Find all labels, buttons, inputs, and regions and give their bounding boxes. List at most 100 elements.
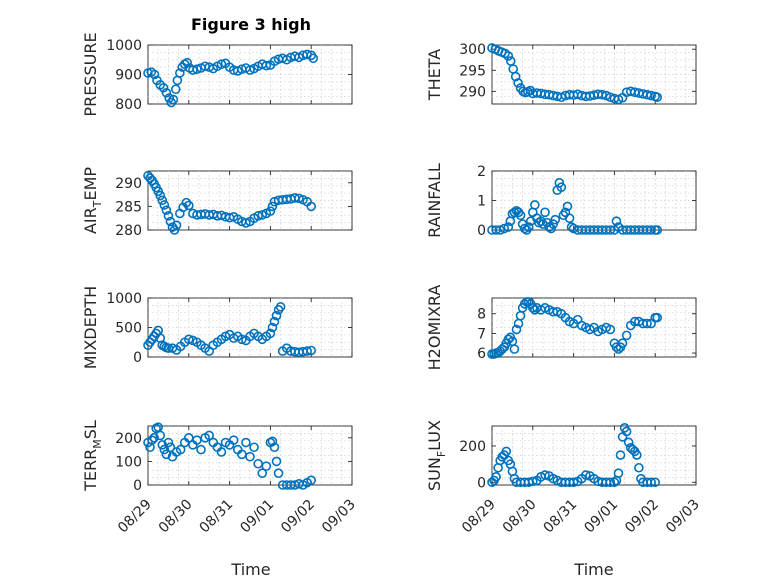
data-point: [302, 346, 312, 356]
data-point: [147, 435, 157, 445]
data-point: [257, 210, 268, 220]
data-point: [241, 437, 251, 448]
data-point: [267, 322, 278, 333]
y-tick-label: 290: [115, 176, 142, 192]
data-point: [546, 223, 556, 234]
y-tick-label: 800: [115, 97, 142, 113]
data-point: [175, 68, 185, 78]
data-point: [650, 477, 661, 488]
data-point: [634, 462, 644, 473]
y-tick-label: 1000: [106, 291, 142, 307]
y-tick-label: 300: [459, 42, 486, 58]
data-point: [241, 218, 251, 228]
data-point: [652, 92, 663, 103]
y-axis-label: AIRTEMP: [81, 167, 104, 234]
data-point: [562, 201, 573, 212]
y-tick-label: 1000: [106, 38, 142, 54]
x-tick-label: 09/02: [278, 497, 318, 537]
data-point: [204, 430, 214, 441]
data-point: [228, 435, 239, 445]
y-tick-label: 0: [477, 223, 486, 239]
data-point: [163, 211, 174, 221]
y-axis-label: SUNFLUX: [425, 420, 448, 491]
data-point: [652, 312, 663, 323]
data-point: [249, 442, 259, 453]
data-point: [510, 71, 521, 82]
data-point: [621, 426, 632, 437]
data-point: [646, 477, 656, 488]
y-tick-label: 500: [115, 321, 142, 337]
data-point: [646, 90, 656, 101]
data-point: [267, 436, 278, 447]
data-point: [548, 219, 559, 229]
data-point: [550, 214, 561, 225]
y-tick-label: 100: [115, 454, 142, 470]
data-point: [155, 430, 166, 441]
subplot-h2omixra: 6 7 8 H2OMIXRA: [425, 285, 697, 370]
x-tick-label: 09/01: [581, 497, 621, 537]
subplot-mixdepth: 0 500 1000 MIXDEPTH: [81, 286, 353, 369]
x-tick-label: 09/01: [237, 497, 277, 537]
data-point: [615, 450, 626, 460]
data-point: [503, 222, 514, 232]
data-point: [161, 205, 172, 215]
data-point: [192, 64, 202, 74]
data-point: [501, 446, 512, 457]
subplot-pressure: 800 900 1000 PRESSURE: [81, 32, 353, 117]
data-point: [568, 477, 579, 488]
data-point: [511, 324, 522, 335]
data-point: [597, 89, 607, 100]
x-tick-label: 09/02: [622, 497, 662, 537]
data-point: [306, 345, 317, 356]
y-axis-label: PRESSURE: [81, 32, 100, 116]
data-point: [581, 470, 591, 480]
data-point: [170, 84, 181, 95]
subplot-air-temp: 280 285 290 AIRTEMP: [81, 167, 353, 239]
x-tick-label: 08/29: [115, 497, 155, 537]
data-point: [257, 468, 268, 479]
data-point: [491, 472, 501, 482]
data-point: [530, 200, 540, 210]
x-tick-label: 08/31: [541, 497, 581, 537]
x-axis-label-right: Time: [573, 560, 613, 579]
data-point: [149, 69, 160, 80]
x-tick-label: 09/03: [663, 497, 703, 537]
data-point: [158, 82, 169, 93]
data-point: [175, 444, 186, 455]
data-point: [261, 461, 272, 471]
data-point: [515, 210, 526, 221]
data-point: [308, 53, 319, 64]
data-point: [159, 200, 170, 210]
data-point: [605, 225, 616, 235]
y-tick-label: 290: [459, 84, 486, 100]
data-point: [605, 477, 616, 488]
data-point: [513, 78, 523, 88]
data-point: [269, 442, 280, 453]
data-point: [161, 449, 172, 460]
subplot-theta: 290 295 300 THETA: [425, 42, 697, 105]
data-point: [509, 344, 520, 354]
data-point: [554, 178, 565, 188]
y-tick-label: 0: [477, 475, 486, 491]
data-point: [609, 477, 620, 488]
data-point: [267, 201, 278, 212]
x-tick-label: 08/30: [156, 497, 196, 537]
data-point: [306, 475, 317, 486]
data-point: [269, 316, 280, 327]
data-point: [237, 334, 247, 345]
x-tick-label: 08/31: [197, 497, 237, 537]
data-point: [182, 57, 192, 68]
data-point: [169, 225, 180, 235]
data-point: [184, 334, 194, 345]
y-tick-label: 0: [133, 478, 142, 494]
data-point: [271, 310, 282, 321]
data-point: [216, 447, 227, 457]
data-point: [155, 190, 166, 201]
y-tick-label: 1: [477, 194, 486, 210]
subplot-sun-flux: 0 200 08/29 08/30 08/31 09/01 09/02 09/03 SUNFLU…: [425, 420, 703, 536]
data-point: [271, 456, 282, 467]
data-point: [617, 338, 628, 349]
y-tick-label: 0: [133, 350, 142, 366]
data-point: [165, 442, 176, 453]
